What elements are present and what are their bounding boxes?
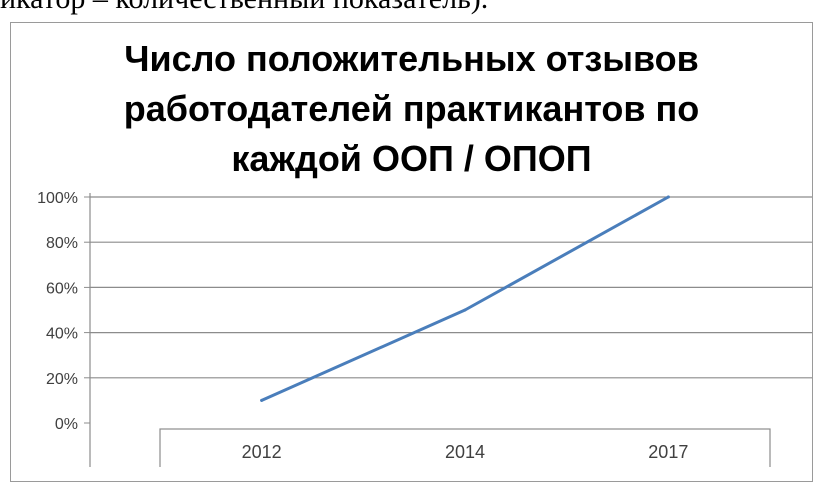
data-point — [260, 398, 264, 402]
x-axis-box — [159, 428, 771, 467]
page-top-text: икатор – количественный показатель). — [0, 0, 488, 16]
series-line — [260, 195, 670, 402]
data-point — [666, 195, 670, 199]
x-tick-label: 2012 — [242, 442, 282, 462]
x-tick-label: 2017 — [648, 442, 688, 462]
chart-title: Число положительных отзывов работодателе… — [0, 34, 823, 184]
y-tick-label: 100% — [37, 190, 78, 207]
y-tick-label: 80% — [46, 235, 78, 252]
line-chart: 0% 20% 40% 60% 80% 100% 2012 2014 2017 — [37, 190, 812, 467]
series-lines — [260, 195, 670, 402]
chart-title-line-3: каждой ООП / ОПОП — [231, 138, 592, 179]
gridlines — [84, 193, 812, 467]
y-axis-labels: 0% 20% 40% 60% 80% 100% — [37, 190, 78, 433]
x-tick-label: 2014 — [445, 442, 485, 462]
chart-title-line-2: работодателей практикантов по — [123, 88, 700, 129]
y-tick-label: 60% — [46, 280, 78, 297]
y-tick-label: 0% — [55, 416, 78, 433]
y-tick-label: 20% — [46, 371, 78, 388]
y-tick-label: 40% — [46, 326, 78, 343]
x-axis: 2012 2014 2017 — [159, 428, 771, 467]
data-point — [463, 308, 467, 312]
chart-frame — [10, 22, 813, 482]
chart-title-line-1: Число положительных отзывов — [124, 38, 699, 79]
